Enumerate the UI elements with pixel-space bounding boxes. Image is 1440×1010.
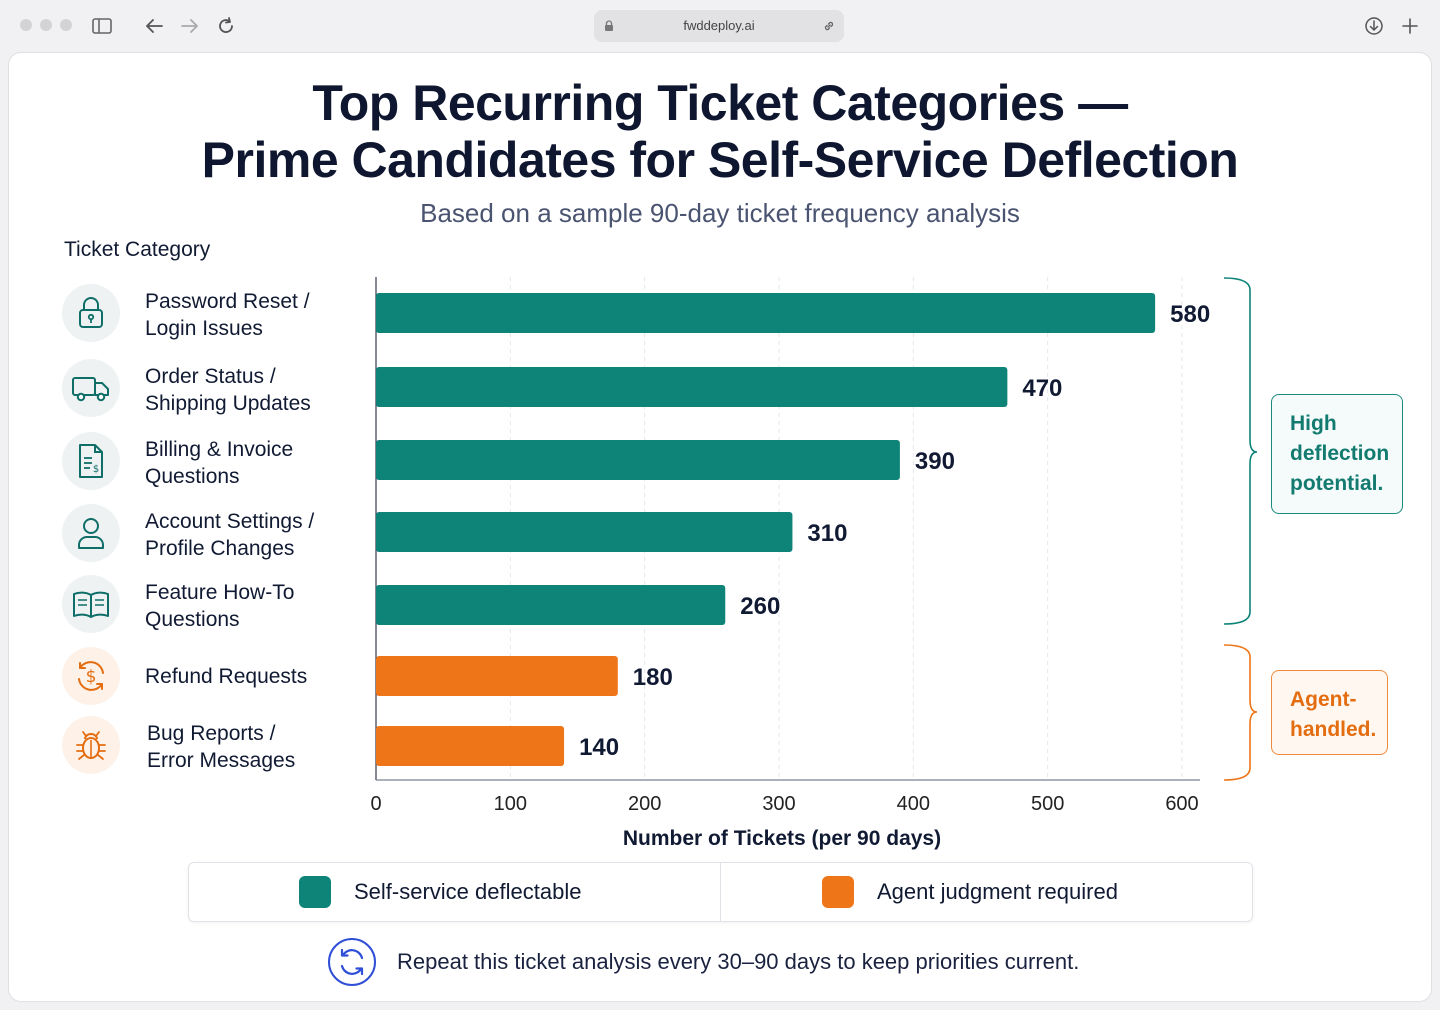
forward-arrow-icon[interactable] <box>179 15 201 37</box>
bar <box>376 367 1008 407</box>
category-column-header: Ticket Category <box>64 238 211 261</box>
footer-note: Repeat this ticket analysis every 30–90 … <box>397 949 1080 974</box>
window-minimize-button[interactable] <box>40 19 52 31</box>
bar <box>376 656 618 696</box>
page-title-line2: Prime Candidates for Self-Service Deflec… <box>201 132 1239 188</box>
refresh-cycle-icon <box>327 937 377 987</box>
x-tick-label: 500 <box>1031 793 1064 815</box>
legend-divider <box>720 863 721 921</box>
bar-value-label: 580 <box>1170 301 1210 328</box>
bar <box>376 585 726 625</box>
new-tab-plus-icon[interactable] <box>1399 15 1421 37</box>
page-title-line1: Top Recurring Ticket Categories — <box>312 75 1128 131</box>
bar-value-label: 310 <box>807 520 847 547</box>
bug-icon <box>62 716 120 774</box>
address-bar[interactable]: fwddeploy.ai <box>594 10 844 42</box>
bar <box>376 512 793 552</box>
bar <box>376 726 565 766</box>
page-subtitle: Based on a sample 90-day ticket frequenc… <box>420 198 1020 228</box>
dollar-icon: $ <box>62 647 120 705</box>
category-label: Password Reset / Login Issues <box>145 290 310 340</box>
x-tick-label: 600 <box>1165 793 1198 815</box>
lock-icon <box>62 284 120 342</box>
category-label: Order Status / Shipping Updates <box>145 365 311 415</box>
agent-handled-bracket <box>1223 644 1258 781</box>
agent-handled-callout: Agent-handled. <box>1271 670 1388 755</box>
browser-toolbar: fwddeploy.ai <box>0 0 1440 52</box>
category-label: Billing & Invoice Questions <box>145 438 294 488</box>
book-icon <box>62 575 120 633</box>
back-arrow-icon[interactable] <box>143 15 165 37</box>
legend-swatch-self-service <box>299 876 331 908</box>
sidebar-toggle-icon[interactable] <box>91 15 113 37</box>
bar-value-label: 470 <box>1022 375 1062 402</box>
x-tick-label: 400 <box>897 793 930 815</box>
window-zoom-button[interactable] <box>60 19 72 31</box>
x-axis-title: Number of Tickets (per 90 days) <box>623 827 941 850</box>
chart-legend: Self-service deflectable Agent judgment … <box>188 862 1253 922</box>
x-tick-label: 100 <box>494 793 527 815</box>
x-tick-label: 0 <box>370 793 381 815</box>
truck-icon <box>62 359 120 417</box>
url-text: fwddeploy.ai <box>683 18 755 33</box>
high-deflection-bracket <box>1223 277 1258 625</box>
legend-label-self-service: Self-service deflectable <box>354 879 582 904</box>
reload-icon[interactable] <box>215 15 237 37</box>
svg-text:$: $ <box>86 667 97 687</box>
link-icon[interactable] <box>822 19 836 33</box>
category-label: Refund Requests <box>145 665 308 688</box>
bar-value-label: 260 <box>740 593 780 620</box>
bar-value-label: 180 <box>633 664 673 691</box>
x-tick-label: 200 <box>628 793 661 815</box>
svg-text:$: $ <box>93 464 99 475</box>
bar <box>376 440 900 480</box>
invoice-icon: $ <box>62 432 120 490</box>
category-label: Account Settings / Profile Changes <box>145 510 315 560</box>
category-label: Feature How-To Questions <box>145 581 295 631</box>
download-icon[interactable] <box>1363 15 1385 37</box>
legend-label-agent: Agent judgment required <box>877 879 1118 904</box>
bar-value-label: 140 <box>579 734 619 761</box>
bar <box>376 293 1156 333</box>
bar-value-label: 390 <box>915 448 955 475</box>
category-label: Bug Reports / Error Messages <box>147 722 296 772</box>
user-icon <box>62 504 120 562</box>
legend-swatch-agent <box>822 876 854 908</box>
x-tick-label: 300 <box>762 793 795 815</box>
window-close-button[interactable] <box>20 19 32 31</box>
high-deflection-callout: High deflection potential. <box>1271 394 1403 514</box>
lock-small-icon <box>605 20 613 31</box>
